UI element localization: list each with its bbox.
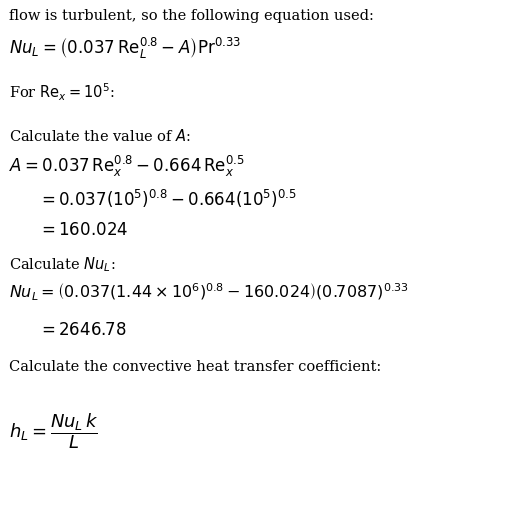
Text: Calculate the value of $\mathit{A}$:: Calculate the value of $\mathit{A}$: — [9, 128, 191, 144]
Text: flow is turbulent, so the following equation used:: flow is turbulent, so the following equa… — [9, 9, 374, 23]
Text: $\mathit{Nu}_L = \left(0.037\left(1.44\times10^6\right)^{0.8} - 160.024\right)\l: $\mathit{Nu}_L = \left(0.037\left(1.44\t… — [9, 282, 409, 303]
Text: $h_L = \dfrac{\mathit{Nu}_L\, k}{L}$: $h_L = \dfrac{\mathit{Nu}_L\, k}{L}$ — [9, 411, 99, 451]
Text: $\mathit{A} = 0.037\,\mathrm{Re}_x^{0.8} - 0.664\,\mathrm{Re}_x^{0.5}$: $\mathit{A} = 0.037\,\mathrm{Re}_x^{0.8}… — [9, 154, 245, 179]
Text: $= 0.037\left(10^5\right)^{0.8} - 0.664\left(10^5\right)^{0.5}$: $= 0.037\left(10^5\right)^{0.8} - 0.664\… — [38, 188, 297, 210]
Text: Calculate $\mathit{Nu}_L$:: Calculate $\mathit{Nu}_L$: — [9, 256, 116, 274]
Text: $= 160.024$: $= 160.024$ — [38, 222, 129, 239]
Text: Calculate the convective heat transfer coefficient:: Calculate the convective heat transfer c… — [9, 360, 381, 374]
Text: For $\mathrm{Re}_x = 10^5$:: For $\mathrm{Re}_x = 10^5$: — [9, 82, 115, 103]
Text: $= 2646.78$: $= 2646.78$ — [38, 322, 127, 339]
Text: $\mathit{Nu}_L = \left(0.037\,\mathrm{Re}_L^{0.8} - A\right)\mathrm{Pr}^{0.33}$: $\mathit{Nu}_L = \left(0.037\,\mathrm{Re… — [9, 36, 241, 61]
